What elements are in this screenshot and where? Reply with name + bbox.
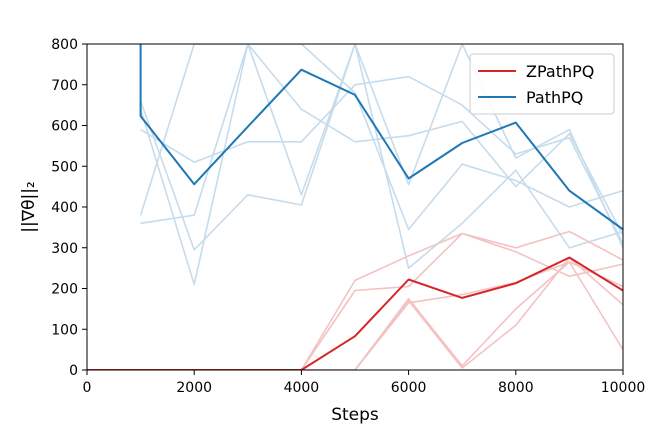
y-axis-ticks: 0 100 200 300 400 500 600 700 800 xyxy=(51,37,87,379)
x-axis-label: Steps xyxy=(331,405,379,425)
legend: ZPathPQ PathPQ xyxy=(469,53,615,115)
x-tick-label: 2000 xyxy=(176,380,212,396)
background-run-lines xyxy=(87,44,623,370)
y-tick-label: 800 xyxy=(51,37,78,53)
series-lines xyxy=(87,44,623,370)
y-tick-label: 100 xyxy=(51,322,78,338)
x-tick-label: 4000 xyxy=(284,380,320,396)
zpathpq-run-line-0 xyxy=(87,230,623,370)
zpathpq-run-line-2 xyxy=(87,261,623,370)
y-tick-label: 500 xyxy=(51,159,78,175)
x-tick-label: 0 xyxy=(83,380,92,396)
legend-box xyxy=(469,53,615,115)
y-tick-label: 400 xyxy=(51,200,78,216)
series-line-zpathpq xyxy=(87,256,623,370)
zpathpq-run-line-3 xyxy=(87,257,623,370)
x-tick-label: 10000 xyxy=(601,380,646,396)
zpathpq-run-line-4 xyxy=(87,261,623,370)
pathpq-run-line-2 xyxy=(139,44,623,286)
zpathpq-run-line-1 xyxy=(87,232,623,370)
y-tick-label: 700 xyxy=(51,78,78,94)
x-axis-ticks: 0 2000 4000 6000 8000 10000 xyxy=(83,370,646,396)
y-tick-label: 200 xyxy=(51,282,78,298)
x-tick-label: 6000 xyxy=(391,380,427,396)
y-tick-label: 300 xyxy=(51,241,78,257)
pathpq-run-line-1 xyxy=(140,44,623,231)
y-tick-label: 0 xyxy=(69,363,78,379)
legend-label-pathpq: PathPQ xyxy=(526,88,583,107)
y-tick-label: 600 xyxy=(51,119,78,135)
series-line-pathpq xyxy=(139,44,623,231)
y-axis-label: ||∇θ||₂ xyxy=(19,181,39,233)
pathpq-run-line-3 xyxy=(139,44,623,251)
x-tick-label: 8000 xyxy=(498,380,534,396)
pathpq-run-line-0 xyxy=(139,44,623,236)
legend-label-zpathpq: ZPathPQ xyxy=(526,62,594,81)
pathpq-run-line-4 xyxy=(140,75,623,245)
